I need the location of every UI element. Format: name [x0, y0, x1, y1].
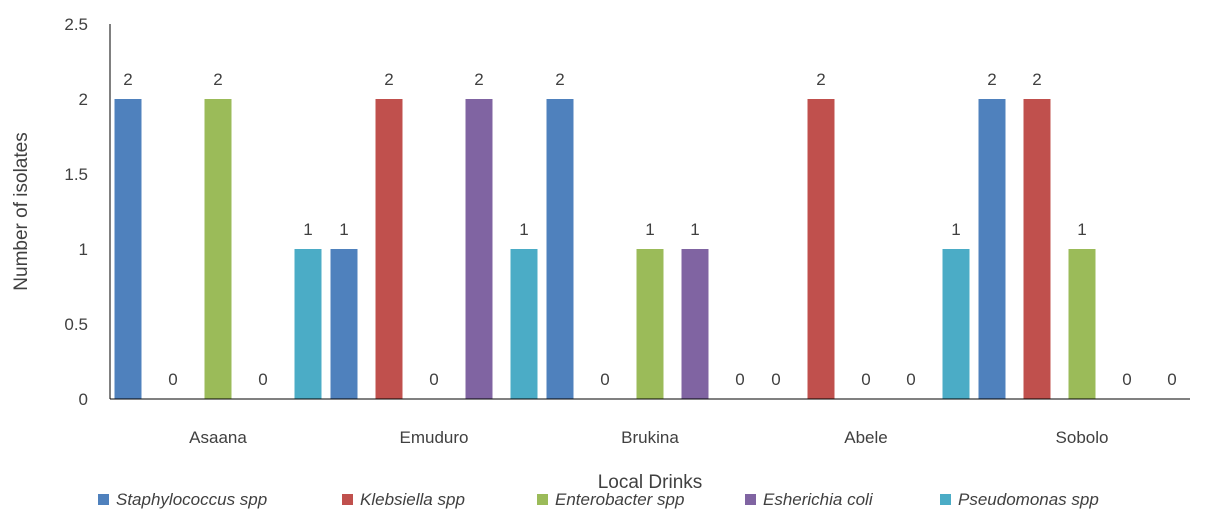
legend-label: Klebsiella spp: [360, 490, 465, 509]
bar: [465, 99, 493, 399]
legend-label: Esherichia coli: [763, 490, 874, 509]
x-category-label: Brukina: [621, 428, 679, 447]
legend-swatch: [745, 494, 756, 505]
legend-swatch: [940, 494, 951, 505]
data-labels: 2 0 2 0 1 1 2 0 2 1 2 0 1 1 0 0 2 0 0 1 2 2 1 0 0: [123, 70, 1176, 389]
data-label: 1: [1077, 220, 1086, 239]
y-axis-title: Number of isolates: [11, 132, 32, 290]
data-label: 0: [600, 370, 609, 389]
y-tick-label: 0.5: [64, 315, 88, 334]
data-label: 0: [1122, 370, 1131, 389]
bar: [375, 99, 403, 399]
data-label: 0: [861, 370, 870, 389]
bar: [807, 99, 835, 399]
data-label: 2: [987, 70, 996, 89]
data-label: 2: [474, 70, 483, 89]
data-label: 1: [690, 220, 699, 239]
x-category-label: Sobolo: [1056, 428, 1109, 447]
y-axis-ticks: 0 0.5 1 1.5 2 2.5: [64, 15, 88, 409]
bar: [114, 99, 142, 399]
data-label: 2: [1032, 70, 1041, 89]
data-label: 0: [258, 370, 267, 389]
bar: [978, 99, 1006, 399]
data-label: 0: [735, 370, 744, 389]
data-label: 0: [906, 370, 915, 389]
legend-item: Pseudomonas spp: [940, 490, 1099, 509]
bar: [546, 99, 574, 399]
bar: [636, 249, 664, 399]
data-label: 0: [429, 370, 438, 389]
data-label: 1: [951, 220, 960, 239]
data-label: 1: [519, 220, 528, 239]
bars: [114, 99, 1096, 399]
data-label: 1: [339, 220, 348, 239]
y-tick-label: 2: [79, 90, 88, 109]
x-category-label: Emuduro: [400, 428, 469, 447]
y-tick-label: 2.5: [64, 15, 88, 34]
data-label: 2: [384, 70, 393, 89]
bar: [510, 249, 538, 399]
y-tick-label: 1: [79, 240, 88, 259]
legend-swatch: [342, 494, 353, 505]
legend-label: Enterobacter spp: [555, 490, 684, 509]
data-label: 0: [771, 370, 780, 389]
x-axis-categories: Asaana Emuduro Brukina Abele Sobolo: [189, 428, 1108, 447]
legend-label: Pseudomonas spp: [958, 490, 1099, 509]
legend-item: Enterobacter spp: [537, 490, 684, 509]
data-label: 2: [816, 70, 825, 89]
data-label: 2: [213, 70, 222, 89]
legend-label: Staphylococcus spp: [116, 490, 267, 509]
bar: [294, 249, 322, 399]
bar: [1068, 249, 1096, 399]
y-tick-label: 0: [79, 390, 88, 409]
x-category-label: Abele: [844, 428, 887, 447]
legend: Staphylococcus spp Klebsiella spp Enteroba…: [98, 490, 1099, 509]
bar: [1023, 99, 1051, 399]
data-label: 2: [555, 70, 564, 89]
data-label: 2: [123, 70, 132, 89]
bar: [204, 99, 232, 399]
legend-swatch: [98, 494, 109, 505]
data-label: 0: [168, 370, 177, 389]
bar: [681, 249, 709, 399]
y-tick-label: 1.5: [64, 165, 88, 184]
x-category-label: Asaana: [189, 428, 247, 447]
legend-swatch: [537, 494, 548, 505]
bar: [942, 249, 970, 399]
data-label: 0: [1167, 370, 1176, 389]
legend-item: Staphylococcus spp: [98, 490, 267, 509]
legend-item: Klebsiella spp: [342, 490, 465, 509]
data-label: 1: [645, 220, 654, 239]
legend-item: Esherichia coli: [745, 490, 874, 509]
bar: [330, 249, 358, 399]
data-label: 1: [303, 220, 312, 239]
x-axis-title: Local Drinks: [598, 472, 703, 493]
